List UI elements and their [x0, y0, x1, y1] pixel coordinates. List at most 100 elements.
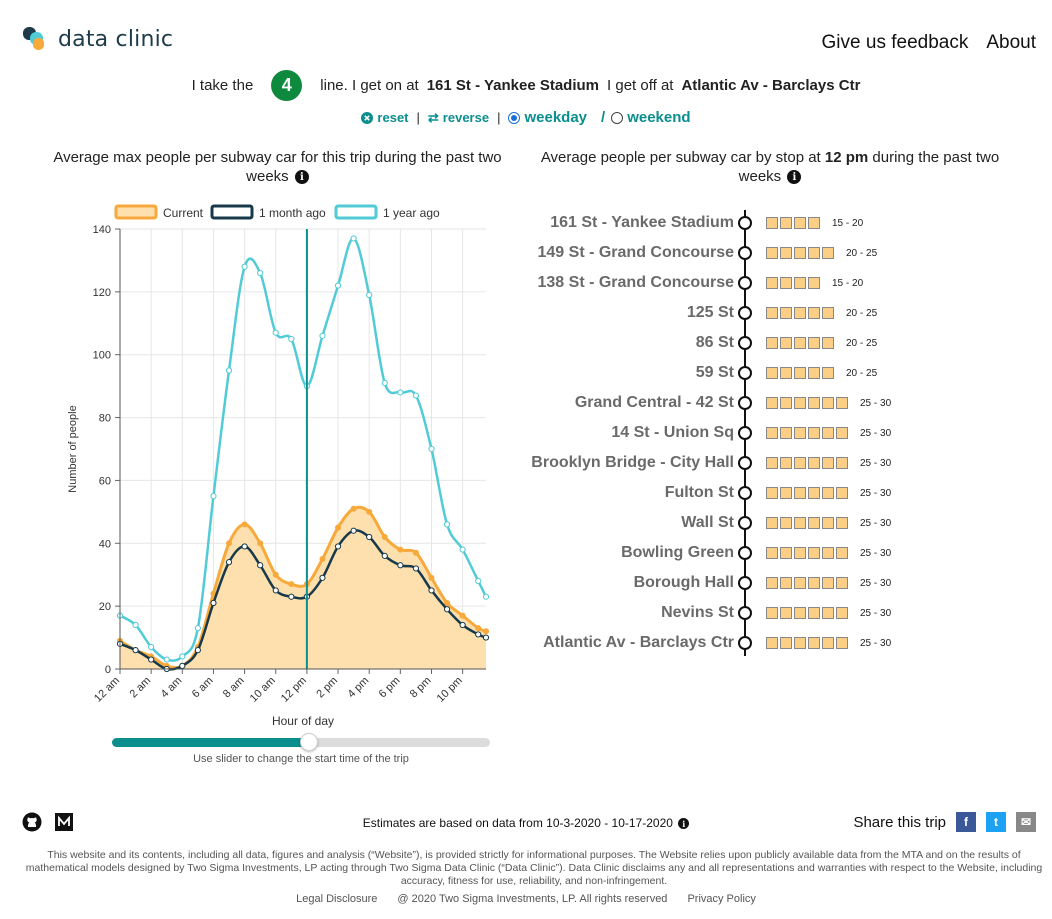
from-station-select[interactable]: 161 St - Yankee Stadium [426, 77, 600, 94]
x-tick-label: 4 pm [346, 675, 372, 701]
github-icon[interactable] [22, 812, 42, 832]
feedback-link[interactable]: Give us feedback [821, 32, 969, 53]
crowding-squares [766, 517, 848, 529]
stop-list: 161 St - Yankee Stadium 15 - 20 149 St - G… [530, 208, 1000, 658]
series-point [288, 335, 295, 343]
stop-marker [738, 456, 752, 470]
info-icon[interactable]: i [294, 170, 309, 185]
weekend-radio-dot [611, 111, 624, 124]
person-square [766, 517, 778, 529]
route-select[interactable]: 4 [271, 70, 303, 101]
crowding-squares [766, 427, 848, 439]
y-tick-label: 100 [93, 350, 111, 362]
crowding-range: 15 - 20 [832, 277, 864, 289]
current-point [272, 571, 279, 578]
crowding-range: 25 - 30 [860, 517, 892, 529]
weekend-radio[interactable]: weekend [611, 109, 691, 126]
stop-row: Brooklyn Bridge - City Hall 25 - 30 [530, 448, 891, 478]
legend-swatch [334, 204, 378, 220]
stop-row: 149 St - Grand Concourse 20 - 25 [530, 238, 878, 268]
person-square [780, 517, 792, 529]
person-square [780, 217, 792, 229]
about-link[interactable]: About [986, 32, 1036, 53]
person-square [780, 457, 792, 469]
series-point [459, 621, 466, 629]
person-square [836, 517, 848, 529]
logo[interactable]: data clinic [22, 26, 173, 52]
email-icon[interactable]: ✉ [1016, 812, 1036, 832]
current-point [428, 574, 435, 581]
stop-name: Brooklyn Bridge - City Hall [531, 454, 734, 471]
y-tick-label: 40 [99, 538, 111, 550]
person-square [808, 247, 820, 259]
series-point [272, 587, 279, 594]
crowding-squares [766, 397, 848, 409]
share-trip: Share this trip f t ✉ [853, 812, 1036, 832]
series-point [412, 565, 420, 572]
person-square [780, 427, 792, 439]
stop-name: Bowling Green [621, 544, 734, 561]
series-point [179, 662, 186, 669]
slider-help-text: Use slider to change the start time of t… [193, 753, 409, 765]
legend-label: 1 year ago [383, 206, 440, 220]
crowding-range: 25 - 30 [860, 577, 892, 589]
facebook-icon[interactable]: f [956, 812, 976, 832]
person-square [766, 607, 778, 619]
crowding-range: 15 - 20 [832, 217, 864, 229]
person-square [808, 457, 820, 469]
trip-off-text: I get off at [607, 77, 674, 94]
person-square [794, 217, 806, 229]
stop-name: 59 St [695, 364, 734, 381]
series-point [210, 493, 217, 500]
person-square [794, 247, 806, 259]
crowding-squares [766, 307, 834, 319]
person-square [780, 337, 792, 349]
info-icon[interactable]: i [678, 818, 690, 830]
crowding-squares [766, 637, 848, 649]
stop-name: 138 St - Grand Concourse [537, 274, 735, 291]
current-point [350, 505, 357, 512]
person-square [766, 247, 778, 259]
weekday-radio[interactable]: weekday [508, 109, 587, 126]
stop-marker [738, 606, 752, 620]
person-square [780, 307, 792, 319]
reverse-button[interactable]: ⇄ reverse [428, 110, 489, 126]
time-slider-thumb[interactable] [300, 733, 318, 751]
share-label: Share this trip [853, 813, 946, 831]
current-point [412, 549, 419, 556]
person-square [808, 397, 820, 409]
left-panel-title-text: Average max people per subway car for th… [53, 149, 502, 185]
person-square [822, 607, 834, 619]
stop-marker [738, 426, 752, 440]
info-icon[interactable]: i [787, 170, 802, 185]
stop-row: 86 St 20 - 25 [530, 328, 877, 358]
twitter-icon[interactable]: t [986, 812, 1006, 832]
reset-button[interactable]: reset [361, 110, 409, 125]
legal-disclosure-link[interactable]: Legal Disclosure [296, 893, 378, 905]
to-station-select[interactable]: Atlantic Av - Barclays Ctr [681, 77, 861, 94]
y-axis-label: Number of people [67, 405, 79, 492]
person-square [822, 547, 834, 559]
series-point [366, 533, 373, 541]
footer-social [22, 812, 74, 832]
current-point [444, 600, 451, 606]
right-title-time: 12 pm [824, 149, 869, 166]
x-tick-label: 6 am [190, 675, 216, 701]
person-square [794, 607, 806, 619]
person-square [836, 637, 848, 649]
series-point [225, 367, 233, 374]
right-panel-title: Average people per subway car by stop at… [540, 148, 1000, 186]
privacy-policy-link[interactable]: Privacy Policy [687, 893, 756, 905]
series-point [397, 562, 404, 569]
legend-label: Current [163, 206, 204, 220]
series-point [148, 656, 155, 663]
legal-links: Legal Disclosure @ 2020 Two Sigma Invest… [0, 893, 1052, 905]
person-square [836, 607, 848, 619]
person-square [836, 547, 848, 559]
series-point [241, 543, 248, 550]
current-point [241, 521, 248, 528]
reverse-label: reverse [442, 110, 490, 125]
legend-label: 1 month ago [259, 206, 326, 220]
medium-icon[interactable] [54, 812, 74, 832]
person-square [794, 547, 806, 559]
